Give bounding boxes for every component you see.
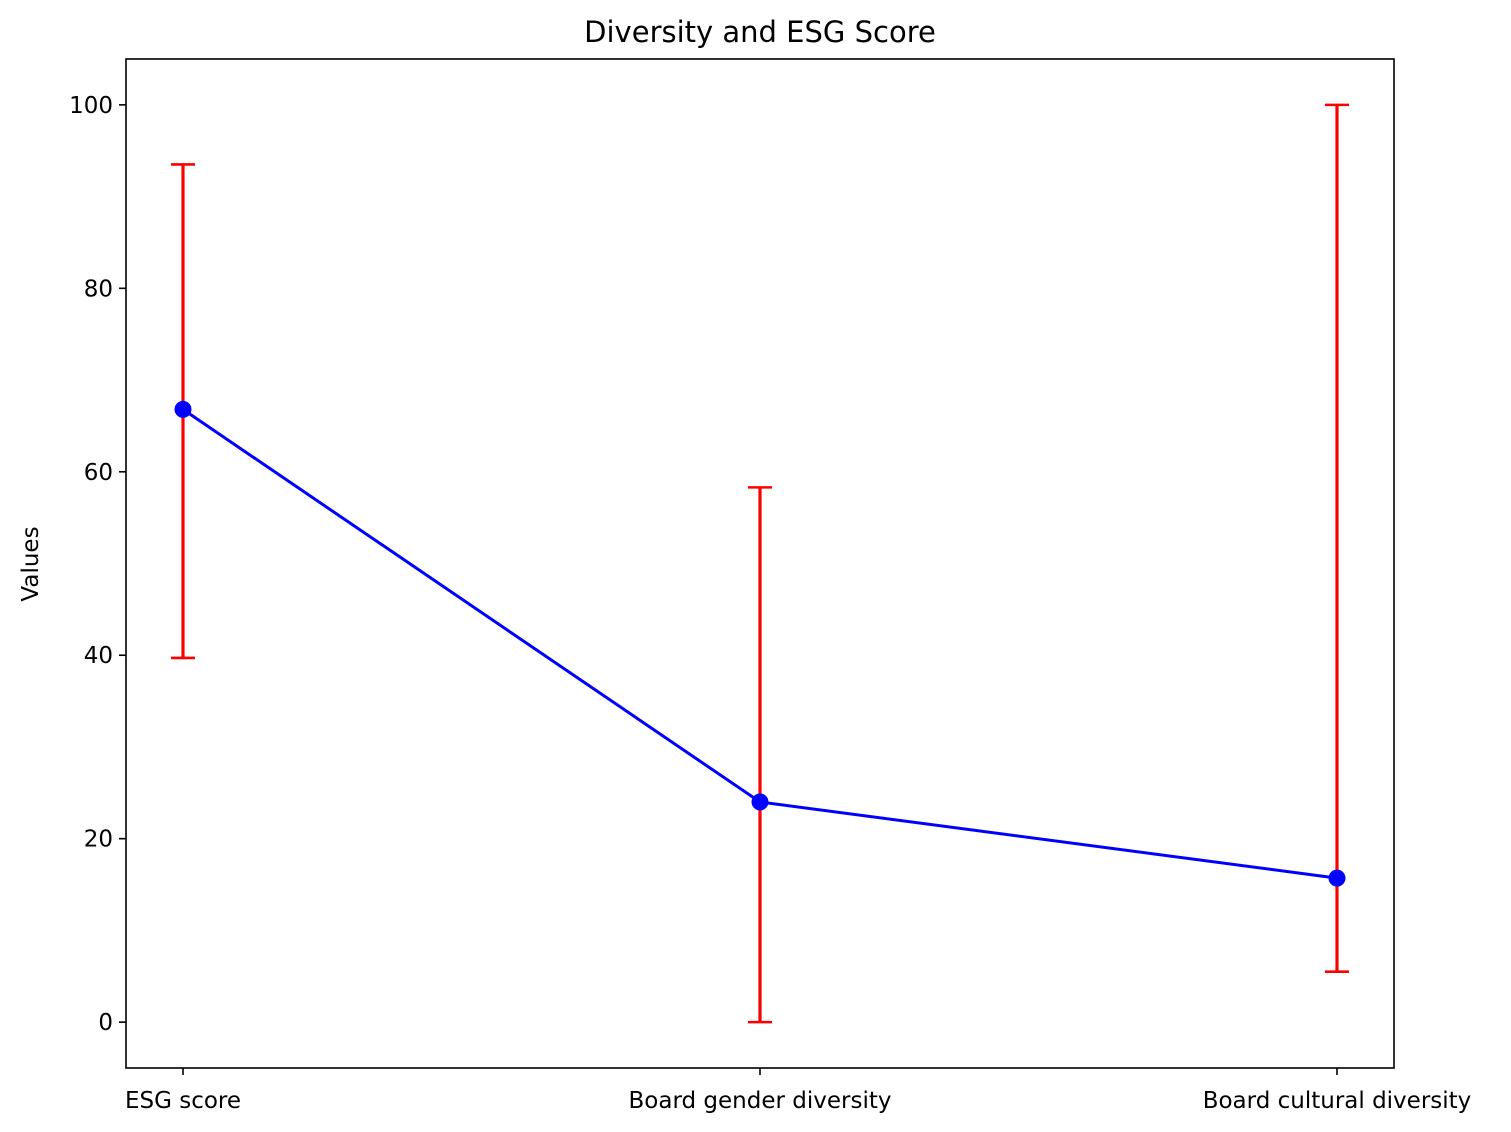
x-tick-label: ESG score	[125, 1088, 241, 1114]
plot-area: 0 20 40 60 80 100 ESG score Board gender divers…	[69, 58, 1472, 1114]
y-tick-label: 40	[84, 643, 113, 669]
chart-title: Diversity and ESG Score	[584, 15, 936, 49]
data-point	[1328, 869, 1346, 887]
y-tick-label: 60	[84, 460, 113, 486]
x-tick-label: Board gender diversity	[629, 1088, 892, 1114]
y-tick-label: 20	[84, 827, 113, 853]
y-tick-label: 0	[98, 1010, 113, 1036]
x-tick-label: Board cultural diversity	[1203, 1088, 1472, 1114]
y-axis-label: Values	[18, 526, 44, 601]
y-tick-label: 100	[69, 93, 113, 119]
data-point	[751, 793, 769, 811]
y-tick-label: 80	[84, 276, 113, 302]
data-point	[174, 400, 192, 418]
